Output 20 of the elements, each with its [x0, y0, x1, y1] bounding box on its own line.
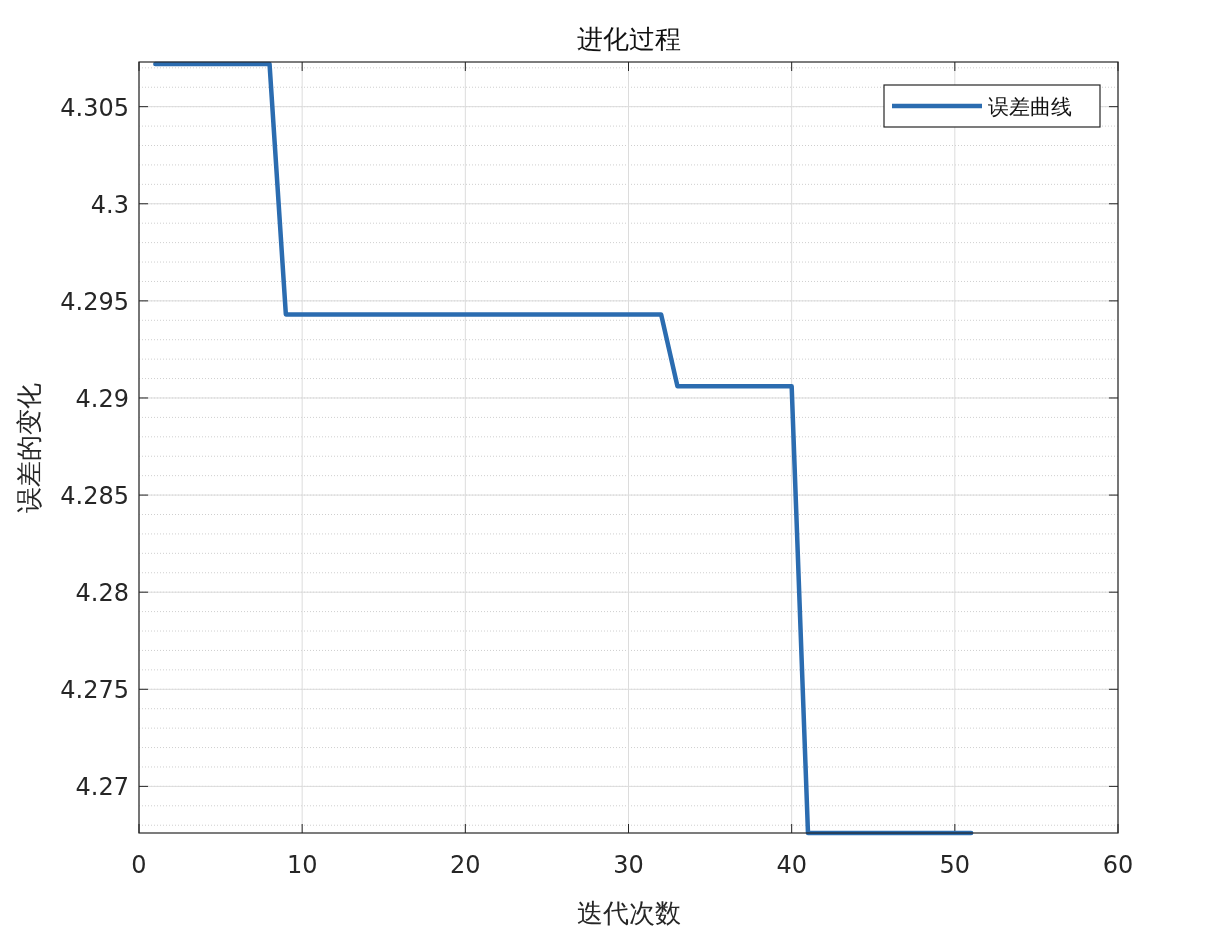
x-tick-label: 50 — [939, 851, 971, 879]
x-tick-label: 20 — [450, 851, 481, 879]
y-tick-label: 4.295 — [60, 287, 129, 316]
chart-title: 进化过程 — [576, 24, 681, 54]
x-axis-title: 迭代次数 — [576, 898, 681, 926]
y-tick-label: 4.305 — [60, 93, 129, 122]
y-tick-label: 4.275 — [60, 676, 129, 705]
y-tick-label: 4.29 — [75, 384, 129, 413]
x-tick-label: 40 — [776, 851, 807, 879]
y-tick-label: 4.285 — [60, 482, 129, 511]
x-tick-label: 0 — [131, 851, 147, 879]
x-tick-label: 10 — [286, 851, 318, 879]
x-tick-label: 30 — [613, 851, 644, 879]
legend-label: 误差曲线 — [988, 95, 1072, 119]
y-axis-title: 误差的变化 — [14, 382, 44, 513]
y-tick-label: 4.28 — [75, 579, 129, 608]
line-series — [153, 61, 974, 836]
y-tick-label: 4.3 — [90, 190, 129, 219]
x-tick-label: 60 — [1102, 851, 1134, 879]
y-tick-label: 4.27 — [75, 773, 129, 802]
